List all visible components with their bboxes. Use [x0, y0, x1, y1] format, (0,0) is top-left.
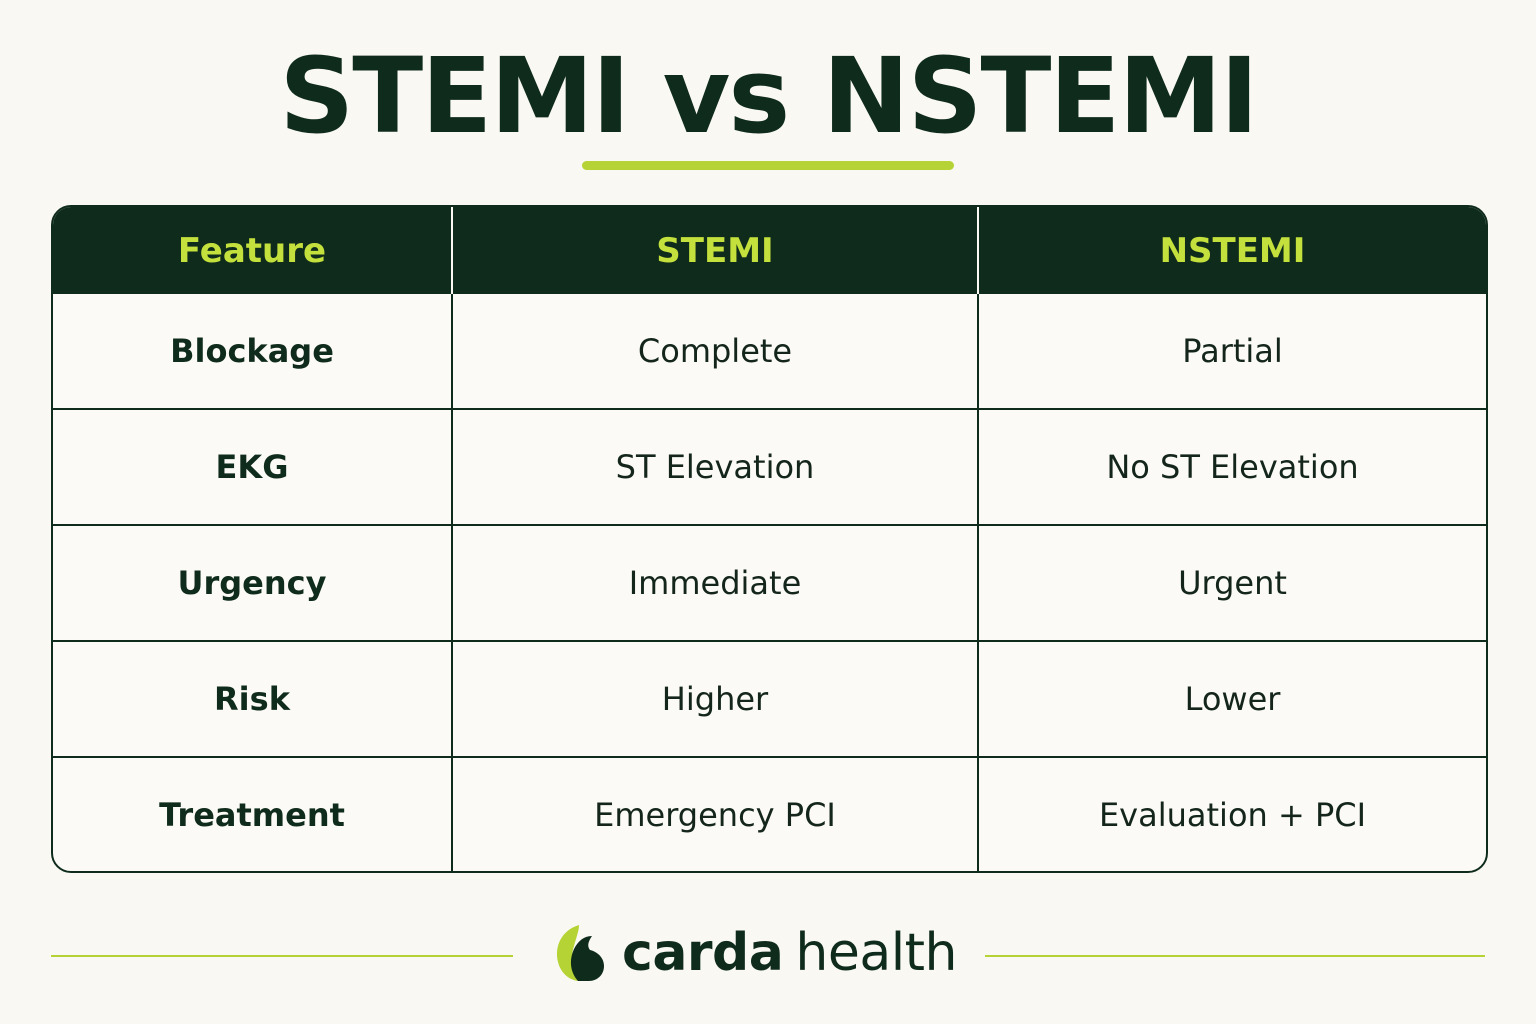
row-stemi-value: Complete	[451, 294, 978, 409]
row-stemi-value: Higher	[451, 640, 978, 757]
table-row: Risk Higher Lower	[53, 640, 1486, 757]
row-nstemi-value: Urgent	[977, 524, 1486, 641]
brand-logo: carda health	[552, 918, 957, 988]
table-row: Blockage Complete Partial	[53, 294, 1486, 409]
leaf-logo-icon	[556, 925, 604, 981]
header-stemi: STEMI	[451, 207, 978, 294]
row-feature: EKG	[53, 408, 452, 525]
comparison-table: Feature STEMI NSTEMI Blockage Complete P…	[51, 205, 1488, 873]
table-header-row: Feature STEMI NSTEMI	[53, 207, 1486, 294]
row-nstemi-value: No ST Elevation	[977, 408, 1486, 525]
row-stemi-value: ST Elevation	[451, 408, 978, 525]
row-feature: Treatment	[53, 756, 452, 871]
row-feature: Risk	[53, 640, 452, 757]
table-row: Treatment Emergency PCI Evaluation + PCI	[53, 756, 1486, 871]
row-feature: Blockage	[170, 332, 334, 370]
row-nstemi-value: Evaluation + PCI	[977, 756, 1486, 871]
header-feature: Feature	[53, 207, 452, 294]
footer-divider-left	[51, 955, 513, 957]
brand-name-light: health	[795, 923, 957, 983]
row-nstemi-value: Lower	[977, 640, 1486, 757]
row-nstemi-value: Partial	[977, 294, 1486, 409]
page-title: STEMI vs NSTEMI	[279, 35, 1258, 157]
footer-divider-right	[985, 955, 1485, 957]
table-row: EKG ST Elevation No ST Elevation	[53, 408, 1486, 525]
row-stemi-value: Immediate	[451, 524, 978, 641]
title-underline	[582, 161, 954, 170]
header-nstemi: NSTEMI	[977, 207, 1486, 294]
brand-name-strong: carda	[622, 923, 784, 983]
row-stemi-value: Emergency PCI	[451, 756, 978, 871]
table-row: Urgency Immediate Urgent	[53, 524, 1486, 641]
row-feature: Urgency	[53, 524, 452, 641]
